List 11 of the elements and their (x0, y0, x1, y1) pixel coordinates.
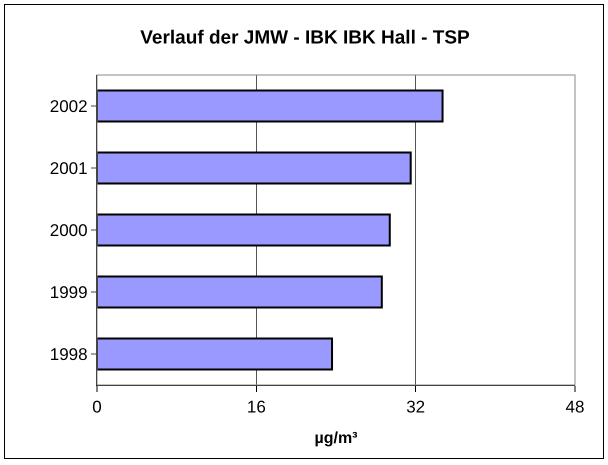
x-tick-label: 48 (566, 397, 584, 416)
chart-title: Verlauf der JMW - IBK IBK Hall - TSP (140, 28, 470, 48)
y-tick-label: 2000 (50, 220, 88, 240)
y-tick-label: 1999 (50, 282, 88, 302)
x-tick-label: 32 (406, 397, 426, 416)
x-axis-title: µg/m³ (314, 430, 358, 447)
y-tick-label: 1998 (50, 344, 88, 364)
y-tick-label: 2001 (50, 158, 88, 178)
x-tick-label: 0 (92, 397, 102, 416)
x-tick-label: 16 (246, 397, 266, 416)
y-tick-label: 2002 (50, 96, 88, 116)
